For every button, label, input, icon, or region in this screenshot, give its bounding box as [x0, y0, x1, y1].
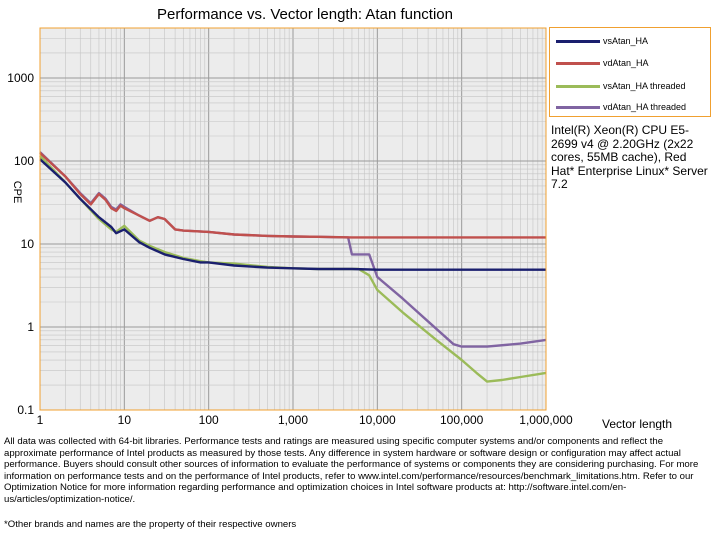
tick-labels: 1 10 100 1,000 10,000 100,000 1,000,0000.11101…: [7, 71, 573, 427]
series-line-vsatan-ha: [39, 158, 546, 271]
series-line-vdatan-ha: [39, 152, 546, 239]
legend-item-vsatan-ha: vsAtan_HA: [556, 34, 648, 48]
disclaimer: All data was collected with 64-bit libra…: [4, 436, 699, 505]
x-tick-label: 1,000,000: [519, 413, 573, 427]
legend-swatch: [556, 84, 600, 88]
legend-label: vsAtan_HA threaded: [603, 81, 686, 91]
chart: 1 10 100 1,000 10,000 100,000 1,000,0000.11101…: [7, 6, 672, 430]
x-tick-label: 1,000: [278, 413, 308, 427]
legend-item-vdatan-ha-threaded: vdAtan_HA threaded: [556, 100, 686, 114]
y-tick-label: 1000: [7, 71, 34, 85]
legend-swatch: [556, 105, 600, 109]
legend-swatch: [556, 61, 600, 65]
plot-frame: [39, 27, 547, 411]
legend-swatch: [556, 39, 600, 43]
footnote: *Other brands and names are the property…: [4, 519, 297, 530]
y-tick-label: 0.1: [17, 403, 34, 417]
y-tick-label: 10: [21, 237, 35, 251]
x-tick-label: 10,000: [359, 413, 396, 427]
legend-item-vsatan-ha-threaded: vsAtan_HA threaded: [556, 79, 686, 93]
system-info: Intel(R) Xeon(R) CPU E5-2699 v4 @ 2.20GH…: [551, 123, 708, 191]
chart-title: Performance vs. Vector length: Atan func…: [157, 6, 453, 23]
series-layer: [39, 151, 547, 383]
x-tick-label: 100: [199, 413, 219, 427]
legend: vsAtan_HA vdAtan_HA vsAtan_HA threaded v…: [549, 27, 711, 117]
y-axis-label: CPE: [11, 181, 23, 204]
y-tick-label: 100: [14, 154, 34, 168]
x-tick-label: 1: [37, 413, 44, 427]
x-tick-label: 10: [118, 413, 132, 427]
legend-label: vdAtan_HA threaded: [603, 102, 687, 112]
legend-label: vdAtan_HA: [603, 58, 649, 68]
legend-label: vsAtan_HA: [603, 36, 649, 46]
grid: [39, 27, 546, 411]
x-axis-label: Vector length: [602, 417, 672, 430]
y-tick-label: 1: [27, 320, 34, 334]
legend-item-vdatan-ha: vdAtan_HA: [556, 56, 649, 70]
x-tick-label: 100,000: [440, 413, 484, 427]
